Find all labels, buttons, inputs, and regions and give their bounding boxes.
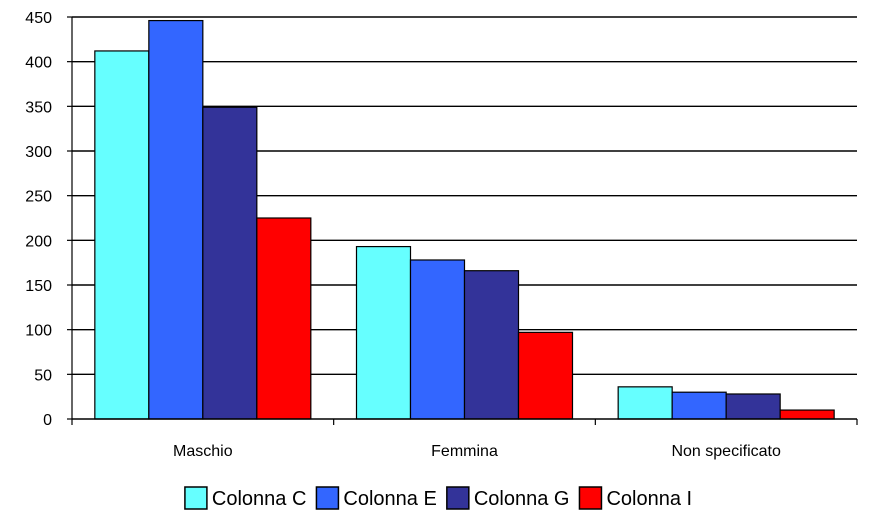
x-tick-label-maschio: Maschio — [173, 443, 233, 460]
bar-colonna-i-femmina — [517, 331, 574, 420]
y-tick-label-400: 400 — [25, 55, 52, 72]
bar-colonna-i-non-specificato — [779, 409, 835, 420]
legend-label-colonna-e: Colonna E — [343, 488, 436, 510]
legend-swatch-colonna-g — [446, 486, 470, 510]
y-tick-label-300: 300 — [25, 144, 52, 161]
y-tick-label-250: 250 — [25, 189, 52, 206]
bar-colonna-i-maschio — [256, 217, 312, 420]
bars — [94, 19, 835, 420]
y-tick-label-200: 200 — [25, 233, 52, 250]
y-tick-label-450: 450 — [25, 10, 52, 27]
legend-swatch-colonna-i — [578, 486, 603, 510]
y-tick-label-0: 0 — [43, 412, 52, 429]
bar-colonna-e-maschio — [148, 19, 204, 420]
bar-colonna-c-maschio — [94, 50, 150, 420]
bar-colonna-g-maschio — [202, 106, 258, 420]
x-tick-label-non-specificato: Non specificato — [671, 443, 780, 460]
y-axis: 0 50 100 150 200 250 300 350 400 450 — [25, 10, 73, 429]
y-tick-label-350: 350 — [25, 99, 52, 116]
y-tick-label-150: 150 — [25, 278, 52, 295]
legend-label-colonna-c: Colonna C — [212, 488, 307, 510]
y-tick-label-100: 100 — [25, 323, 52, 340]
legend-swatch-colonna-e — [315, 486, 340, 510]
legend: Colonna C Colonna E Colonna G Colonna I — [184, 486, 692, 510]
legend-label-colonna-i: Colonna I — [606, 488, 692, 510]
bar-colonna-e-non-specificato — [671, 391, 727, 420]
y-tick-label-50: 50 — [34, 367, 52, 384]
bar-colonna-c-non-specificato — [617, 386, 673, 420]
bar-colonna-g-non-specificato — [725, 393, 781, 420]
bar-colonna-e-femmina — [409, 259, 466, 420]
legend-swatch-colonna-c — [184, 486, 208, 510]
legend-label-colonna-g: Colonna G — [474, 488, 570, 510]
x-axis: Maschio Femmina Non specificato — [71, 418, 858, 460]
bar-colonna-c-femmina — [355, 245, 412, 420]
x-tick-label-femmina: Femmina — [431, 443, 498, 460]
bar-colonna-g-femmina — [463, 270, 520, 420]
